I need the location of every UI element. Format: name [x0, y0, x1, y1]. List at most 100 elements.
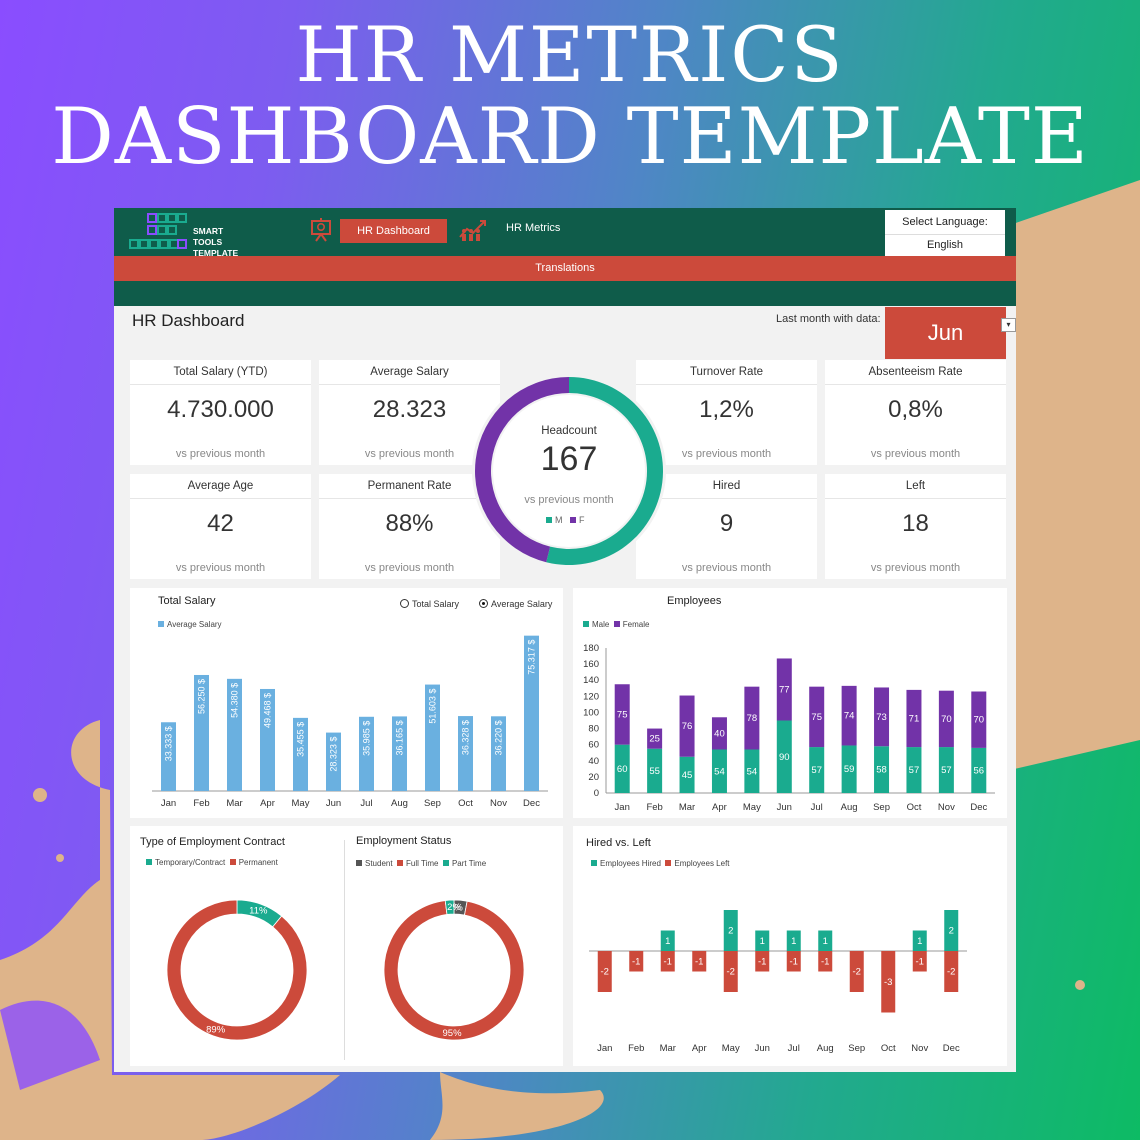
left-bar-label: -2: [947, 967, 955, 978]
male-bar-label: 57: [941, 765, 952, 776]
left-bar-label: -1: [758, 956, 766, 967]
x-tick-label: May: [292, 798, 310, 809]
hr-metrics-button[interactable]: HR Metrics: [506, 222, 561, 234]
salary-bar-label: 36.328 $: [461, 720, 471, 755]
hired-bar: [755, 930, 770, 951]
last-month-label: Last month with data:: [776, 313, 881, 325]
radio-total-salary[interactable]: Total Salary: [400, 599, 459, 609]
radio-circle-icon[interactable]: [400, 599, 409, 608]
chevron-down-icon[interactable]: ▾: [1001, 318, 1016, 332]
people-chart-icon[interactable]: [458, 217, 488, 243]
kpi-title: Total Salary (YTD): [130, 360, 311, 385]
hired-bar-label: 2: [728, 926, 733, 937]
left-bar-label: -1: [916, 956, 924, 967]
employees-title: Employees: [667, 595, 722, 607]
salary-bar-label: 75.317 $: [527, 640, 537, 675]
kpi-value: 9: [719, 510, 734, 537]
kpi-subtitle: vs previous month: [175, 562, 266, 574]
kpi-subtitle: vs previous month: [364, 562, 455, 574]
x-tick-label: Sep: [873, 802, 890, 813]
kpi-absenteeism-rate: Absenteeism Rate 0,8% vs previous month: [825, 360, 1006, 465]
salary-bar: [392, 716, 407, 791]
legend-full-time: Full Time: [406, 859, 439, 868]
male-bar: [906, 747, 922, 793]
male-bar-label: 57: [909, 765, 920, 776]
contract-status-donut-charts: 11% 89% 3% 95% 2%: [166, 899, 525, 1041]
left-bar: [881, 951, 896, 1013]
female-bar: [679, 695, 695, 757]
hr-dashboard-button[interactable]: HR Dashboard: [340, 219, 447, 243]
male-bar-label: 60: [617, 764, 628, 775]
male-bar: [744, 749, 760, 793]
left-bar-label: -1: [695, 956, 703, 967]
hired-left-bar-chart: -2 Jan -1 Feb 1 -1 Mar -1 Apr 2 -2 May 1 -1 Jun 1 -1 Jul 1…: [589, 910, 967, 1054]
kpi-subtitle: vs previous month: [870, 448, 961, 460]
x-tick-label: Aug: [817, 1043, 834, 1054]
hired-bar: [818, 930, 833, 951]
male-bar: [841, 745, 857, 793]
kpi-value: 4.730.000: [167, 396, 274, 423]
kpi-value: 42: [207, 510, 234, 537]
female-bar: [614, 684, 630, 745]
hired-bar: [912, 930, 927, 951]
x-tick-label: Dec: [970, 802, 987, 813]
salary-legend: Average Salary: [158, 620, 222, 629]
x-tick-label: May: [743, 802, 761, 813]
y-tick-label: 120: [583, 691, 599, 702]
last-month-value[interactable]: Jun: [885, 307, 1006, 359]
salary-bar: [524, 635, 539, 791]
language-select[interactable]: English: [885, 234, 1005, 256]
x-tick-label: Apr: [712, 802, 727, 813]
male-bar: [874, 746, 890, 793]
legend-female: F: [579, 515, 585, 525]
contract-legend: Temporary/Contract Permanent: [146, 858, 278, 867]
left-bar-label: -2: [601, 967, 609, 978]
y-tick-label: 180: [583, 643, 599, 654]
salary-bar-label: 36.165 $: [395, 720, 405, 755]
x-tick-label: Jul: [811, 802, 823, 813]
kpi-title: Average Age: [130, 474, 311, 499]
x-tick-label: Oct: [458, 798, 473, 809]
female-bar-label: 40: [714, 728, 725, 739]
total-salary-title: Total Salary: [158, 595, 216, 607]
female-bar: [711, 717, 727, 750]
salary-bar: [458, 716, 473, 791]
female-bar-label: 78: [747, 713, 758, 724]
radio-selected-icon[interactable]: [479, 599, 488, 608]
radio-average-salary[interactable]: Average Salary: [479, 599, 552, 609]
translations-bar[interactable]: Translations: [114, 256, 1016, 281]
y-tick-label: 140: [583, 675, 599, 686]
status-slice: [383, 900, 525, 1041]
female-bar: [971, 691, 987, 748]
presentation-icon[interactable]: [310, 218, 332, 242]
x-tick-label: Mar: [660, 1043, 676, 1054]
y-tick-label: 160: [583, 659, 599, 670]
kpi-average-salary: Average Salary 28.323 vs previous month: [319, 360, 500, 465]
headcount-subtitle: vs previous month: [524, 494, 614, 506]
hired-bar-label: 2: [949, 926, 954, 937]
salary-bar-chart: 33.333 $ Jan 56.250 $ Feb 54.380 $ Mar 49.468 …: [152, 635, 548, 809]
left-bar-label: -1: [664, 956, 672, 967]
female-bar-label: 76: [682, 721, 693, 732]
status-slice-label: 3%: [449, 902, 463, 913]
male-bar: [776, 720, 792, 793]
y-tick-label: 100: [583, 707, 599, 718]
legend-temporary: Temporary/Contract: [155, 858, 226, 867]
kpi-value: 0,8%: [888, 396, 943, 423]
left-bar-label: -1: [790, 956, 798, 967]
salary-bar-label: 56.250 $: [197, 679, 207, 714]
banner-title-line1: HR METRICS: [295, 10, 845, 99]
salary-bar-label: 33.333 $: [164, 726, 174, 761]
female-bar: [809, 686, 825, 748]
logo-icon: [129, 213, 187, 249]
hired-bar-label: 1: [665, 936, 670, 947]
salary-bar: [359, 716, 374, 791]
male-bar-label: 55: [649, 766, 660, 777]
salary-bar: [491, 716, 506, 791]
kpi-subtitle: vs previous month: [175, 448, 266, 460]
salary-bar: [425, 684, 440, 791]
x-tick-label: Aug: [391, 798, 408, 809]
hired-bar-label: 1: [791, 936, 796, 947]
legend-permanent: Permanent: [238, 858, 278, 867]
x-tick-label: Nov: [938, 802, 955, 813]
